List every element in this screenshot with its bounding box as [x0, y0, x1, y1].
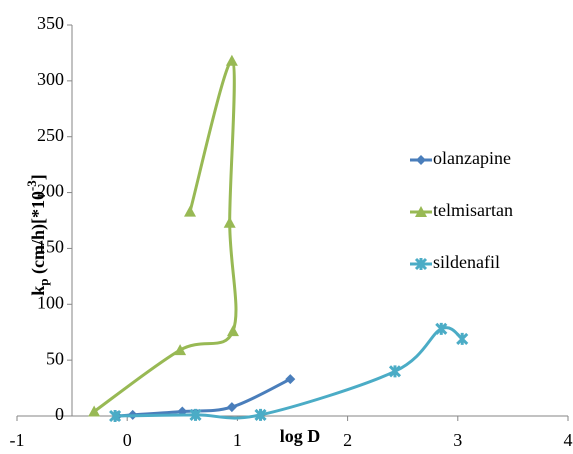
- marker: [109, 409, 122, 423]
- legend-label: olanzapine: [433, 148, 511, 168]
- marker: [88, 405, 101, 417]
- marker: [285, 374, 296, 385]
- marker: [226, 402, 237, 413]
- marker: [226, 325, 239, 337]
- x-tick-label: 4: [564, 430, 573, 450]
- y-tick-label: 0: [55, 404, 64, 424]
- x-tick-label: -1: [10, 430, 25, 450]
- marker: [225, 54, 238, 66]
- x-tick-label: 2: [343, 430, 352, 450]
- y-label-sup: -3: [24, 180, 39, 191]
- marker: [189, 408, 202, 421]
- marker: [435, 322, 448, 335]
- y-label-part: k: [28, 286, 48, 296]
- marker: [223, 216, 236, 228]
- y-tick-label: 100: [37, 292, 64, 312]
- y-label-sub: p: [36, 279, 51, 286]
- marker: [184, 205, 197, 217]
- y-tick-label: 350: [37, 13, 64, 33]
- x-tick-label: 0: [123, 430, 132, 450]
- y-tick-label: 200: [37, 181, 64, 201]
- legend-label: sildenafil: [433, 252, 500, 272]
- y-tick-label: 300: [37, 69, 64, 89]
- y-label-part: ]: [28, 174, 48, 180]
- x-tick-label: 3: [453, 430, 462, 450]
- y-label-part: (cm/h)[*10: [28, 191, 49, 278]
- marker: [388, 365, 402, 378]
- marker: [414, 257, 428, 271]
- marker: [456, 332, 469, 345]
- y-axis-label: kp (cm/h)[*10-3]: [24, 174, 51, 296]
- marker: [174, 344, 187, 356]
- y-tick-label: 150: [37, 237, 64, 257]
- x-tick-label: 1: [233, 430, 242, 450]
- series-line: [115, 326, 464, 420]
- series-line: [93, 59, 238, 413]
- marker: [254, 408, 267, 421]
- marker: [415, 206, 427, 217]
- x-axis-label: log D: [280, 426, 321, 446]
- y-tick-label: 50: [46, 348, 64, 368]
- marker: [416, 155, 426, 165]
- y-tick-label: 250: [37, 125, 64, 145]
- legend-label: telmisartan: [433, 200, 513, 220]
